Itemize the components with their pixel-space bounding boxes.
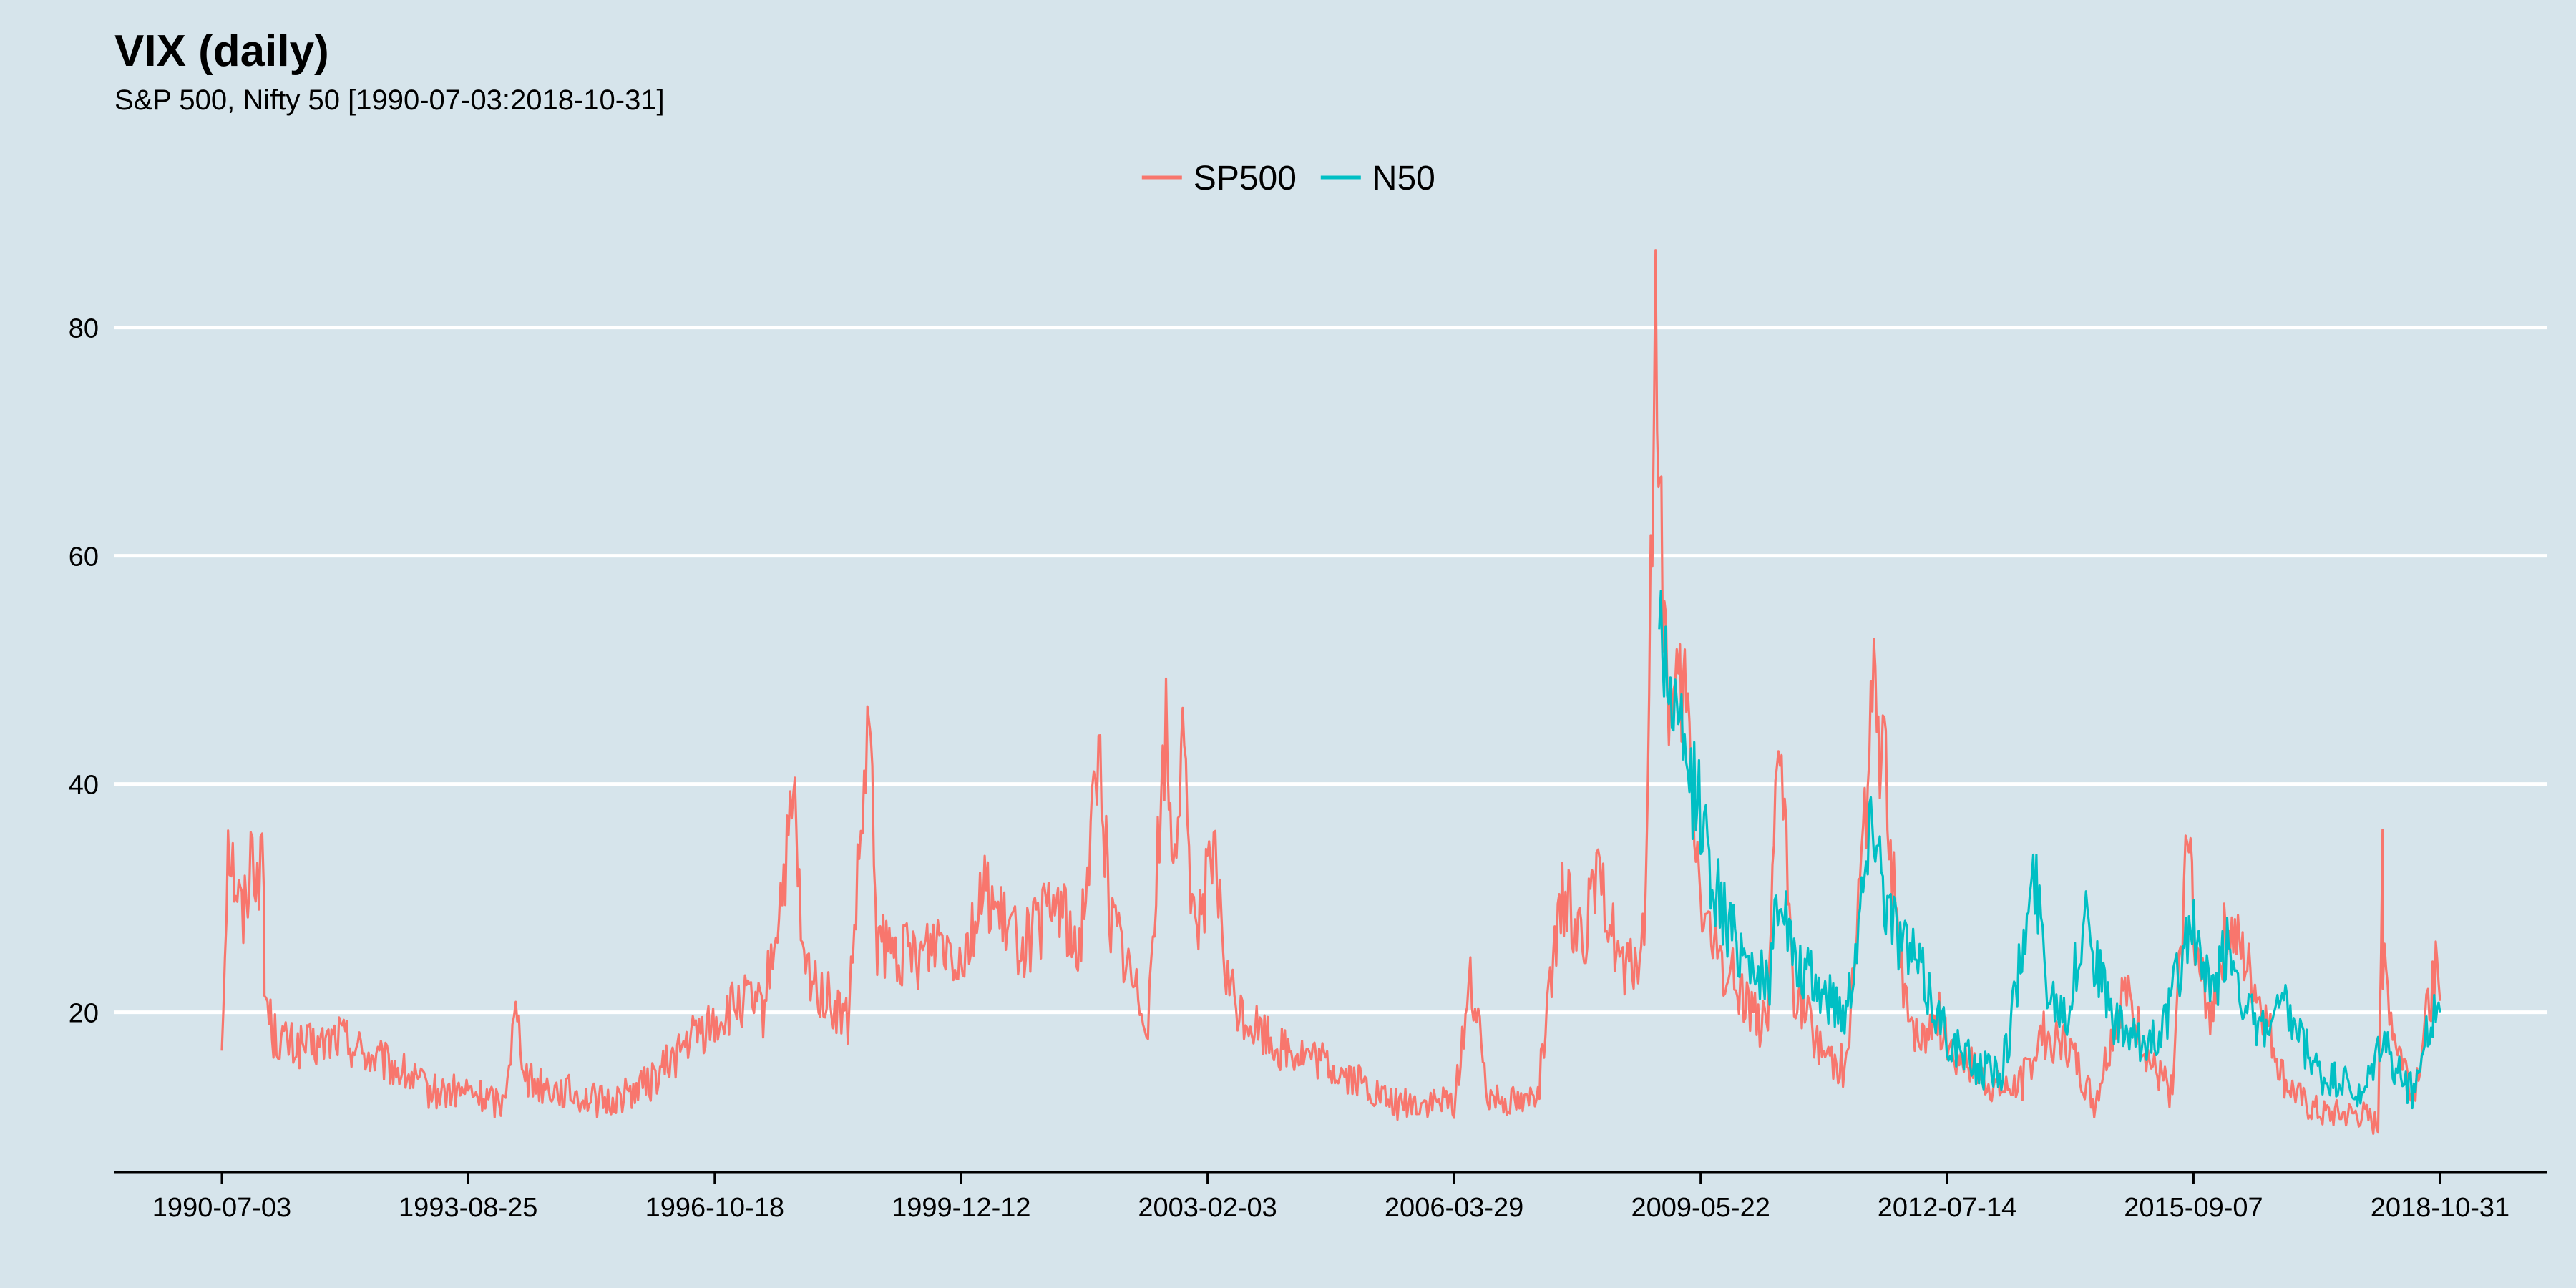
chart-title: VIX (daily): [114, 26, 329, 76]
x-tick-label-2012-07-14: 2012-07-14: [1878, 1193, 2016, 1223]
x-tick-label-2018-10-31: 2018-10-31: [2371, 1193, 2509, 1223]
x-tick-label-2015-09-07: 2015-09-07: [2124, 1193, 2263, 1223]
x-axis: 1990-07-03 1993-08-25 1996-10-18 1999-12-12…: [114, 1171, 2547, 1223]
x-tick-label-2006-03-29: 2006-03-29: [1385, 1193, 1523, 1223]
y-tick-label-20: 20: [69, 999, 99, 1029]
series-line-sp500: [220, 249, 2441, 1135]
series-lines: [220, 249, 2441, 1135]
legend-label-sp500: SP500: [1194, 160, 1297, 197]
chart-subtitle: S&P 500, Nifty 50 [1990-07-03:2018-10-31…: [114, 84, 665, 116]
legend-label-n50: N50: [1372, 160, 1435, 197]
x-tick-label-2003-02-03: 2003-02-03: [1138, 1193, 1277, 1223]
y-tick-label-40: 40: [69, 771, 99, 801]
x-tick-label-1993-08-25: 1993-08-25: [399, 1193, 537, 1223]
legend: SP500 N50: [1141, 160, 1435, 197]
series-line-n50: [1658, 590, 2441, 1110]
x-tick-label-1999-12-12: 1999-12-12: [892, 1193, 1030, 1223]
y-axis: 20 40 60 80: [69, 314, 99, 1029]
y-tick-label-80: 80: [69, 314, 99, 344]
y-tick-label-60: 60: [69, 542, 99, 572]
x-tick-label-1996-10-18: 1996-10-18: [645, 1193, 784, 1223]
gridlines: [114, 326, 2547, 1015]
x-tick-label-1990-07-03: 1990-07-03: [152, 1193, 291, 1223]
x-tick-label-2009-05-22: 2009-05-22: [1631, 1193, 1770, 1223]
